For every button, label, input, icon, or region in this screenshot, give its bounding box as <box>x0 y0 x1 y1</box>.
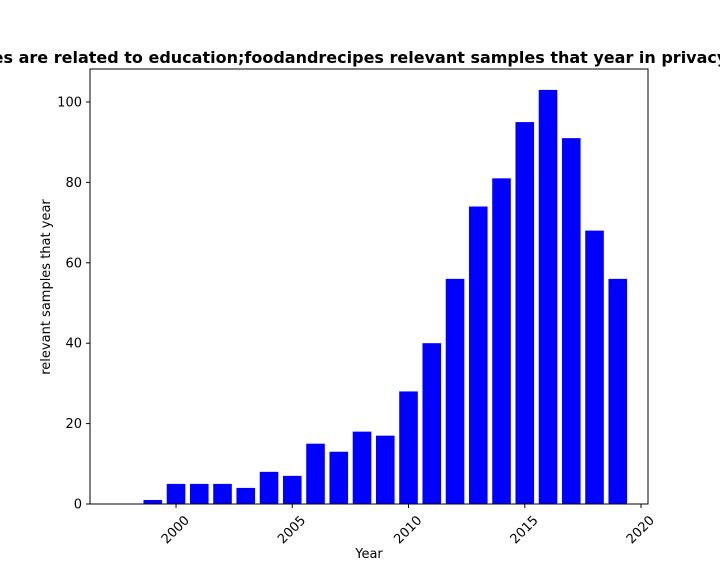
bar-2019 <box>608 278 628 504</box>
bar-2014 <box>492 178 511 504</box>
bar-2007 <box>329 451 349 504</box>
y-tick-label: 40 <box>65 337 82 352</box>
bar-2009 <box>375 435 395 504</box>
bar-2002 <box>213 483 232 504</box>
bar-2005 <box>282 475 302 504</box>
bar-2006 <box>306 443 325 504</box>
y-tick-label: 20 <box>65 417 82 432</box>
bar-2012 <box>445 278 465 504</box>
x-axis-label: Year <box>354 547 383 562</box>
bar-2015 <box>515 122 535 504</box>
plot-frame <box>89 68 649 505</box>
bar-2008 <box>352 431 372 504</box>
bar-series <box>143 89 628 504</box>
y-tick-label: 80 <box>65 176 82 191</box>
bar-2013 <box>468 206 488 504</box>
bar-2018 <box>585 230 604 504</box>
y-axis-label: relevant samples that year <box>39 199 54 375</box>
y-tick-label: 60 <box>65 256 82 271</box>
bar-2010 <box>399 391 418 504</box>
bar-2004 <box>259 471 279 504</box>
y-axis: 0 20 40 60 80 100 <box>57 95 90 513</box>
bar-1999 <box>143 499 163 504</box>
chart-title: es are related to education;foodandrecip… <box>0 48 720 67</box>
y-tick-label: 0 <box>74 498 82 513</box>
bar-2000 <box>166 483 186 504</box>
bar-2016 <box>538 89 558 504</box>
bar-2011 <box>422 343 442 504</box>
y-tick-label: 100 <box>57 95 82 110</box>
bar-2003 <box>236 487 256 504</box>
bar-2001 <box>189 483 209 504</box>
bar-2017 <box>561 138 581 504</box>
